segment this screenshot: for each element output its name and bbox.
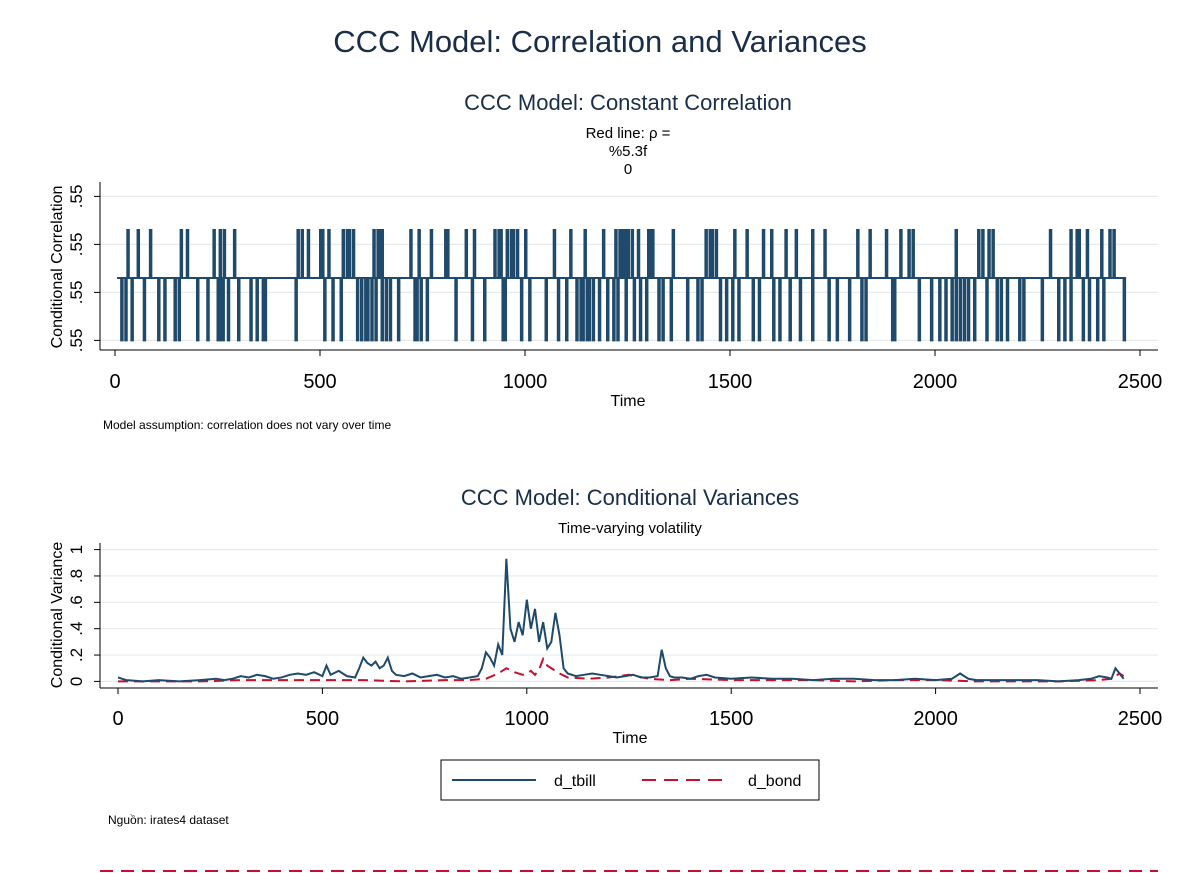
correlation-x-label: Time: [611, 393, 646, 410]
variance-subtitle: Time-varying volatility: [558, 520, 702, 537]
y-tick-label: .8: [67, 569, 86, 583]
variance-legend: d_tbill d_bond: [440, 759, 820, 801]
x-tick-label: 2000: [913, 708, 958, 730]
variance-x-ticks: 0 500 1000 1500 2000 2500: [112, 688, 1162, 730]
correlation-subtitle-line-3: 0: [624, 161, 632, 178]
series-conditional-correlation: [117, 229, 1127, 342]
y-tick-label: .2: [67, 648, 86, 662]
variance-y-label: Conditional Variance: [49, 542, 66, 689]
y-tick-label: 1: [67, 545, 86, 554]
y-tick-label: .6: [67, 595, 86, 609]
figure-title: CCC Model: Correlation and Variances: [333, 24, 867, 59]
y-tick-label: .55: [67, 329, 86, 353]
x-tick-label: 1000: [503, 371, 548, 393]
variance-x-label: Time: [613, 730, 648, 747]
x-tick-label: 2500: [1118, 371, 1163, 393]
correlation-plot-area: [117, 229, 1127, 342]
source-note: Nguồn: irates4 dataset: [108, 813, 229, 827]
legend-label-d-tbill: d_tbill: [554, 773, 596, 790]
legend-label-d-bond: d_bond: [748, 773, 801, 790]
y-tick-label: .4: [67, 622, 86, 636]
variance-panel: CCC Model: Conditional Variances Time-va…: [49, 485, 1162, 827]
correlation-panel: CCC Model: Constant Correlation Red line…: [49, 90, 1162, 432]
x-tick-label: 0: [109, 371, 120, 393]
x-tick-label: 500: [303, 371, 336, 393]
x-tick-label: 2500: [1118, 708, 1163, 730]
variance-title: CCC Model: Conditional Variances: [461, 485, 799, 510]
series-d-tbill: [117, 558, 1125, 683]
correlation-x-ticks: 0 500 1000 1500 2000 2500: [109, 350, 1162, 393]
correlation-subtitle-line-1: Red line: ρ =: [586, 125, 671, 142]
x-tick-label: 1500: [709, 708, 754, 730]
x-tick-label: 1500: [708, 371, 753, 393]
correlation-note: Model assumption: correlation does not v…: [103, 418, 391, 432]
variance-y-ticks: 0 .2 .4 .6 .8 1: [67, 545, 100, 686]
correlation-y-ticks: .55 .55 .55 .55: [67, 185, 100, 353]
y-tick-label: .55: [67, 281, 86, 305]
x-tick-label: 0: [112, 708, 123, 730]
x-tick-label: 2000: [913, 371, 958, 393]
variance-grid: [100, 548, 1158, 683]
y-tick-label: .55: [67, 233, 86, 257]
x-tick-label: 500: [306, 708, 339, 730]
correlation-title: CCC Model: Constant Correlation: [464, 90, 792, 115]
variance-plot-area: [117, 558, 1125, 683]
y-tick-label: .55: [67, 185, 86, 209]
x-tick-label: 1000: [505, 708, 550, 730]
correlation-y-label: Conditional Correlation: [49, 186, 66, 349]
correlation-subtitle-line-2: %5.3f: [609, 143, 648, 160]
y-tick-label: 0: [67, 677, 86, 686]
